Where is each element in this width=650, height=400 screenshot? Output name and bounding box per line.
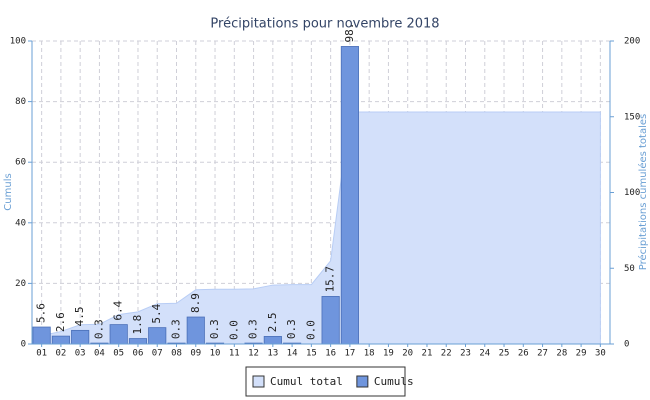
value-label: 0.0	[304, 320, 317, 340]
value-label: 15.7	[324, 266, 337, 293]
legend-swatch	[356, 375, 369, 388]
y2-axis-label: Précipitations cumulées totales	[637, 114, 649, 271]
value-label: 2.5	[266, 313, 279, 333]
bar	[186, 316, 205, 345]
y-tick-label: 0	[21, 340, 26, 350]
x-tick-label: 28	[556, 349, 567, 359]
legend-swatch	[252, 375, 265, 388]
x-tick-label: 11	[229, 349, 240, 359]
value-label: 0.3	[285, 319, 298, 339]
y2-tick-label: 50	[624, 264, 635, 274]
value-label: 0.3	[247, 319, 260, 339]
x-tick-label: 13	[267, 349, 278, 359]
x-tick-label: 17	[344, 349, 355, 359]
x-tick-label: 23	[460, 349, 471, 359]
y2-tick-label: 0	[624, 340, 629, 350]
value-label: 0.3	[208, 319, 221, 339]
y2-tick-label: 150	[624, 112, 640, 122]
x-tick-label: 27	[537, 349, 548, 359]
x-tick-label: 19	[383, 349, 394, 359]
value-label: 98.	[343, 23, 356, 43]
value-label: 0.3	[170, 319, 183, 339]
bar	[71, 329, 90, 345]
x-tick-label: 06	[133, 349, 144, 359]
x-tick-label: 24	[479, 349, 490, 359]
y-tick-label: 80	[15, 97, 26, 107]
legend-label: Cumul total	[270, 375, 343, 388]
value-label: 2.6	[54, 312, 67, 332]
x-tick-label: 07	[152, 349, 163, 359]
y2-tick-label: 200	[624, 37, 640, 47]
value-label: 5.6	[35, 303, 48, 323]
x-tick-label: 03	[75, 349, 86, 359]
bar	[32, 326, 51, 345]
x-tick-label: 20	[402, 349, 413, 359]
x-tick-label: 05	[113, 349, 124, 359]
bar	[109, 324, 128, 345]
x-tick-label: 21	[422, 349, 433, 359]
x-tick-label: 25	[499, 349, 510, 359]
bar	[340, 46, 359, 345]
x-tick-label: 12	[248, 349, 259, 359]
x-tick-label: 15	[306, 349, 317, 359]
y2-tick-label: 100	[624, 188, 640, 198]
bar	[263, 336, 282, 345]
y-axis-label: Cumuls	[3, 173, 14, 210]
x-tick-label: 22	[441, 349, 452, 359]
value-label: 4.5	[73, 306, 86, 326]
x-tick-label: 30	[595, 349, 606, 359]
bar	[51, 335, 70, 345]
legend-box	[245, 366, 406, 397]
x-tick-label: 16	[325, 349, 336, 359]
value-label: 8.9	[189, 293, 202, 313]
value-label: 6.4	[112, 300, 125, 320]
x-tick-label: 26	[518, 349, 529, 359]
bar	[148, 327, 167, 345]
area	[41, 111, 601, 345]
x-tick-label: 01	[36, 349, 47, 359]
x-tick-label: 09	[190, 349, 201, 359]
y-tick-label: 20	[15, 279, 26, 289]
x-tick-label: 02	[55, 349, 66, 359]
y-tick-label: 100	[10, 37, 26, 47]
x-tick-label: 14	[287, 349, 298, 359]
x-tick-label: 08	[171, 349, 182, 359]
value-label: 0.0	[227, 320, 240, 340]
x-tick-label: 04	[94, 349, 105, 359]
x-tick-label: 29	[576, 349, 587, 359]
value-label: 0.3	[92, 319, 105, 339]
x-tick-label: 10	[210, 349, 221, 359]
y-tick-label: 60	[15, 158, 26, 168]
legend-label: Cumuls	[374, 375, 414, 388]
value-label: 1.8	[131, 315, 144, 335]
x-tick-label: 18	[364, 349, 375, 359]
y-tick-label: 40	[15, 218, 26, 228]
chart-title: Précipitations pour novembre 2018	[210, 17, 439, 32]
bar	[321, 296, 340, 345]
bar	[128, 338, 148, 345]
value-label: 5.4	[150, 303, 163, 323]
